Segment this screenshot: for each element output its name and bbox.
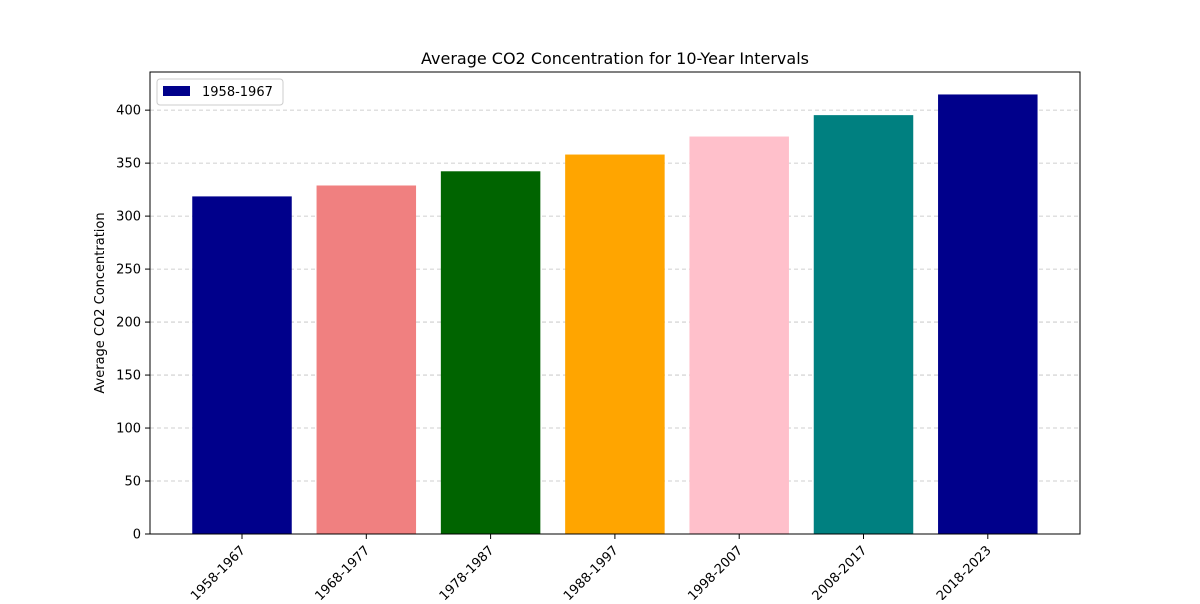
- legend: 1958-1967: [156, 78, 284, 106]
- y-tick-label: 150: [116, 369, 141, 384]
- x-axis-ticks: 1958-1967 1968-1977 1978-1987 1988-1997 1998…: [188, 534, 995, 604]
- x-tick-label: 1958-1967: [188, 543, 249, 600]
- y-tick-label: 0: [133, 528, 141, 543]
- bar-1978-1987: [440, 171, 541, 535]
- x-tick-label: 2018-2023: [934, 543, 995, 600]
- chart-title: Average CO2 Concentration for 10-Year In…: [421, 49, 809, 68]
- y-tick-label: 50: [124, 475, 141, 490]
- y-tick-label: 400: [116, 104, 141, 119]
- y-tick-label: 100: [116, 422, 141, 437]
- bar-1968-1977: [316, 185, 417, 534]
- legend-swatch: [163, 86, 190, 96]
- bar-2008-2017: [813, 115, 914, 534]
- legend-label: 1958-1967: [202, 85, 273, 100]
- bars: [192, 94, 1038, 535]
- bar-1998-2007: [689, 136, 789, 534]
- bar-1988-1997: [565, 154, 665, 534]
- bar-2018-2023: [938, 94, 1038, 534]
- y-axis-label: Average CO2 Concentration: [93, 212, 108, 393]
- x-tick-label: 2008-2017: [810, 543, 871, 600]
- x-tick-label: 1978-1987: [437, 543, 498, 600]
- y-axis-ticks: 0 50 100 150 200 250 300 350 400: [116, 104, 150, 543]
- x-tick-label: 1988-1997: [561, 543, 622, 600]
- y-tick-label: 300: [116, 210, 141, 225]
- x-tick-label: 1968-1977: [312, 543, 373, 600]
- y-tick-label: 200: [116, 316, 141, 331]
- legend-box: [156, 78, 284, 106]
- y-tick-label: 250: [116, 263, 141, 278]
- bar-1958-1967: [192, 196, 292, 534]
- x-tick-label: 1998-2007: [685, 543, 746, 600]
- y-tick-label: 350: [116, 157, 141, 172]
